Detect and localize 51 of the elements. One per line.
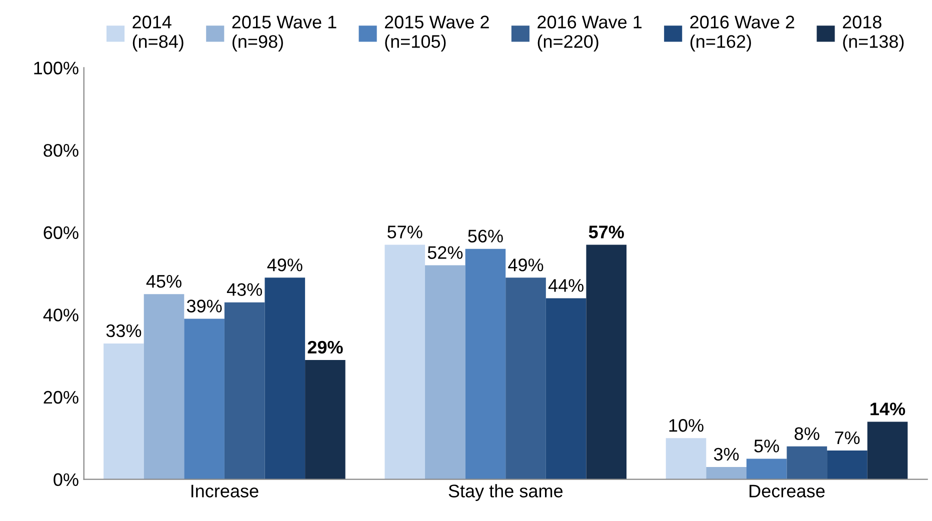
x-tick-label: Decrease	[750, 484, 825, 498]
x-tick-label: Increase	[192, 484, 258, 498]
y-tick-label: 0%	[54, 473, 78, 486]
legend-label: 2018 (n=138)	[842, 16, 904, 52]
data-label: 43%	[226, 283, 262, 296]
legend-label: 2015 Wave 2 (n=105)	[384, 16, 489, 52]
bar	[506, 278, 546, 480]
bar	[305, 360, 346, 480]
legend-label: 2016 Wave 2 (n=162)	[690, 16, 794, 52]
bar	[425, 265, 466, 480]
y-tick-label: 20%	[44, 390, 78, 404]
bar	[746, 458, 787, 480]
y-tick-label: 40%	[43, 308, 78, 322]
data-label: 7%	[835, 431, 860, 444]
x-tick-label: Stay the same	[448, 484, 563, 502]
bar	[786, 446, 828, 480]
legend-label: 2014 (n=84)	[132, 16, 184, 52]
bar	[184, 318, 224, 480]
data-label: 45%	[146, 275, 182, 288]
bar	[546, 298, 586, 480]
bar	[827, 450, 868, 480]
data-label: 44%	[548, 279, 584, 292]
legend-label: 2016 Wave 1 (n=220)	[538, 16, 642, 52]
bar	[867, 422, 908, 480]
bar	[465, 248, 506, 480]
bar	[384, 244, 426, 480]
bar	[586, 244, 627, 480]
data-label: 49%	[508, 258, 544, 272]
y-tick-label: 100%	[34, 62, 78, 74]
data-label: 52%	[428, 246, 463, 259]
bar	[144, 294, 184, 480]
data-label: 29%	[308, 340, 343, 354]
legend-label: 2015 Wave 1 (n=98)	[232, 16, 336, 52]
bar	[706, 466, 746, 480]
y-tick-label: 80%	[44, 144, 78, 157]
data-label: 49%	[267, 258, 302, 272]
bar	[224, 302, 265, 480]
data-label: 14%	[870, 402, 906, 416]
bar	[264, 278, 306, 480]
data-label: 33%	[106, 324, 142, 338]
data-label: 56%	[468, 230, 503, 242]
data-label: 39%	[186, 300, 222, 312]
data-label: 57%	[588, 226, 624, 238]
data-label: 5%	[754, 440, 780, 452]
data-label: 57%	[388, 226, 422, 238]
bar	[666, 438, 706, 480]
data-label: 10%	[669, 419, 704, 432]
data-label: 3%	[714, 448, 739, 461]
y-tick-label: 60%	[44, 226, 78, 240]
data-label: 8%	[794, 427, 820, 440]
bar	[104, 343, 144, 480]
